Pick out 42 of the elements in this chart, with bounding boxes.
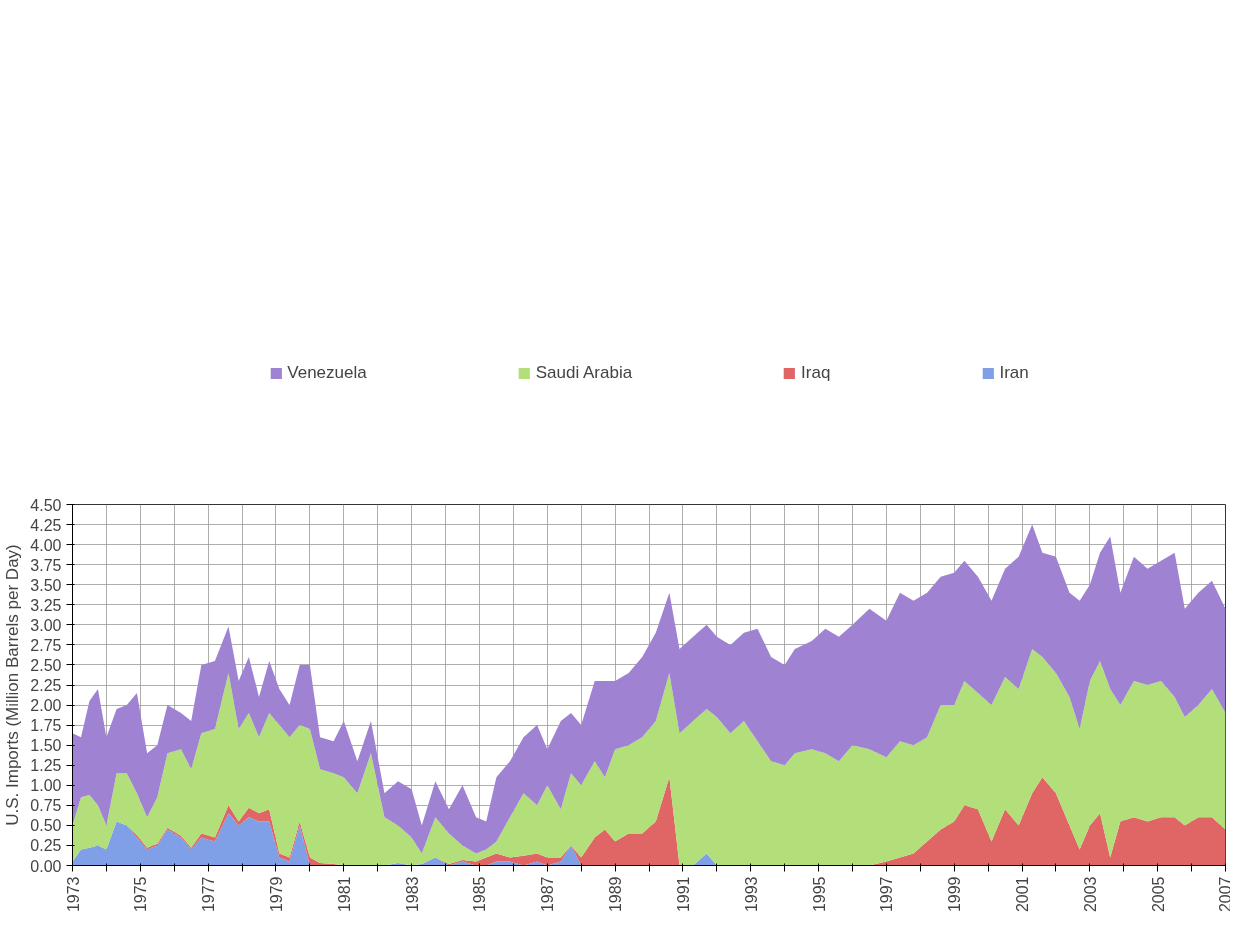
x-tick-label: 2003 <box>1081 876 1099 913</box>
x-tick-label: 1975 <box>132 876 150 913</box>
x-tick-label: 1995 <box>810 876 828 913</box>
legend-label: Iraq <box>801 363 831 383</box>
y-tick-label: 2.00 <box>30 697 62 715</box>
x-tick-label: 1991 <box>674 876 692 913</box>
y-tick-label: 2.25 <box>30 677 62 694</box>
x-tick-label: 1989 <box>607 876 625 913</box>
x-tick-label: 1977 <box>200 876 218 913</box>
y-tick-label: 1.75 <box>30 717 62 735</box>
x-tick-label: 1981 <box>335 876 353 913</box>
legend-label: Venezuela <box>287 363 367 383</box>
x-tick-label: 1973 <box>64 876 82 913</box>
y-tick-label: 3.00 <box>30 616 62 634</box>
x-tick-label: 1997 <box>878 876 896 913</box>
x-tick-label: 1985 <box>471 876 489 913</box>
y-tick-label: 0.25 <box>30 837 62 855</box>
y-tick-label: 0.50 <box>30 817 62 835</box>
x-tick-label: 1983 <box>403 876 421 913</box>
x-tick-label: 1979 <box>267 876 285 913</box>
y-tick-label: 4.50 <box>30 496 62 514</box>
x-tick-label: 1999 <box>946 876 964 913</box>
legend-label: Saudi Arabia <box>535 363 633 383</box>
y-tick-label: 4.25 <box>30 516 62 534</box>
y-tick-label: 4.00 <box>30 536 62 554</box>
x-tick-label: 1987 <box>539 876 557 913</box>
x-tick-label: 2001 <box>1014 876 1032 913</box>
y-tick-label: 3.25 <box>30 596 62 614</box>
y-tick-label: 1.00 <box>30 777 62 795</box>
y-axis-title: U.S. Imports (Million Barrels per Day) <box>3 544 23 826</box>
y-tick-label: 0.75 <box>30 797 62 815</box>
y-tick-label: 3.75 <box>30 556 62 574</box>
y-tick-label: 2.50 <box>30 656 62 674</box>
legend-label: Iran <box>999 363 1029 383</box>
x-tick-label: 2005 <box>1149 876 1167 913</box>
y-tick-label: 3.50 <box>30 576 62 594</box>
y-tick-label: 2.75 <box>30 636 62 654</box>
x-tick-label: 1993 <box>742 876 760 913</box>
x-tick-label: 2007 <box>1216 876 1234 913</box>
y-tick-label: 1.50 <box>30 737 62 755</box>
y-tick-label: 1.25 <box>30 757 62 775</box>
y-tick-label: 0.00 <box>30 857 62 875</box>
